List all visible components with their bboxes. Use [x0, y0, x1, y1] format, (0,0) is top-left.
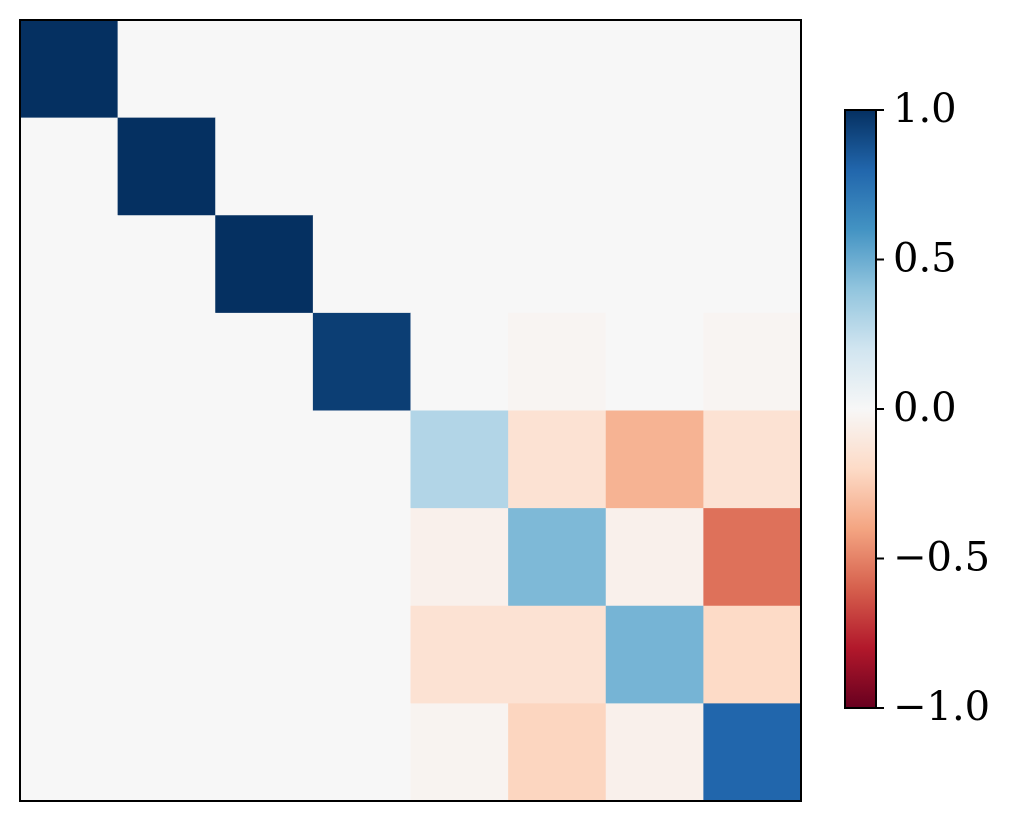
heatmap-cell	[117, 117, 216, 216]
plot-frame	[19, 19, 802, 802]
heatmap-cell	[215, 703, 314, 802]
heatmap-cell	[508, 508, 607, 607]
heatmap-cell	[410, 20, 509, 119]
colorbar	[845, 110, 876, 708]
heatmap-cell	[20, 410, 119, 509]
colorbar-tick-label: −1.0	[893, 684, 990, 730]
heatmap-cell	[215, 117, 314, 216]
heatmap-cell	[605, 410, 704, 509]
heatmap-cell	[703, 312, 802, 411]
heatmap-cell	[20, 20, 119, 119]
heatmap-cell	[605, 117, 704, 216]
heatmap-cell	[117, 605, 216, 704]
heatmap-cell	[605, 20, 704, 119]
heatmap-cell	[703, 20, 802, 119]
heatmap-cell	[703, 703, 802, 802]
heatmap-cell	[410, 215, 509, 314]
heatmap-cell	[20, 508, 119, 607]
heatmap-cell	[508, 117, 607, 216]
heatmap-cell	[117, 20, 216, 119]
heatmap-cell	[410, 312, 509, 411]
heatmap-cell	[312, 508, 411, 607]
heatmap-cell	[508, 215, 607, 314]
heatmap-cell	[605, 508, 704, 607]
heatmap-cell	[410, 703, 509, 802]
heatmap-cell	[312, 312, 411, 411]
heatmap-cell	[605, 312, 704, 411]
heatmap-cell	[508, 410, 607, 509]
heatmap-cell	[312, 215, 411, 314]
heatmap-cell	[20, 605, 119, 704]
heatmap-cell	[117, 410, 216, 509]
heatmap-cell	[703, 117, 802, 216]
heatmap-cell	[410, 410, 509, 509]
heatmap-cell	[605, 605, 704, 704]
heatmap-cell	[20, 117, 119, 216]
heatmap-cell	[312, 20, 411, 119]
heatmap-cell	[117, 312, 216, 411]
heatmap-cell	[117, 703, 216, 802]
heatmap-cell	[508, 605, 607, 704]
colorbar-tick-label: 1.0	[893, 86, 957, 132]
heatmap-cell	[215, 20, 314, 119]
heatmap-cell	[215, 605, 314, 704]
heatmap	[20, 20, 802, 802]
heatmap-cell	[215, 508, 314, 607]
heatmap-cell	[508, 312, 607, 411]
heatmap-cell	[117, 215, 216, 314]
heatmap-cell	[508, 20, 607, 119]
heatmap-cell	[20, 703, 119, 802]
heatmap-cell	[117, 508, 216, 607]
heatmap-cell	[215, 312, 314, 411]
heatmap-cell	[20, 215, 119, 314]
heatmap-cell	[410, 117, 509, 216]
heatmap-cell	[312, 410, 411, 509]
heatmap-cell	[312, 703, 411, 802]
heatmap-cell	[312, 117, 411, 216]
heatmap-cell	[605, 215, 704, 314]
heatmap-cell	[605, 703, 704, 802]
heatmap-cell	[215, 410, 314, 509]
colorbar-tick-label: 0.5	[893, 236, 957, 282]
heatmap-cell	[703, 410, 802, 509]
heatmap-cell	[703, 508, 802, 607]
colorbar-tick-label: −0.5	[893, 535, 990, 581]
heatmap-cell	[508, 703, 607, 802]
heatmap-cell	[703, 605, 802, 704]
heatmap-cell	[312, 605, 411, 704]
heatmap-cell	[703, 215, 802, 314]
heatmap-cell	[20, 312, 119, 411]
heatmap-cell	[410, 605, 509, 704]
heatmap-cell	[215, 215, 314, 314]
colorbar-tick-label: 0.0	[893, 385, 957, 431]
heatmap-cell	[410, 508, 509, 607]
